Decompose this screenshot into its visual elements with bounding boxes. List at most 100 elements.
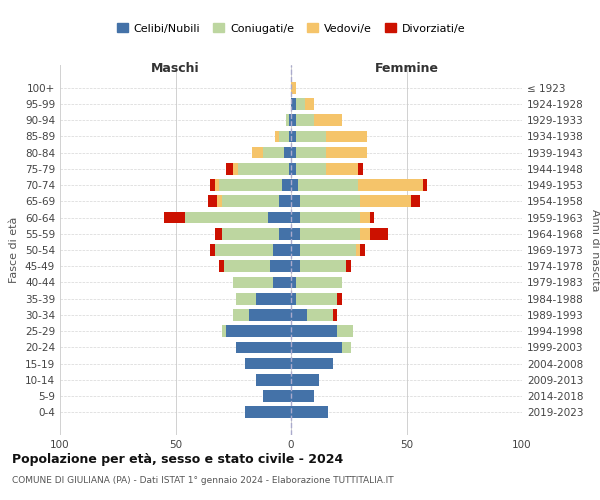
Bar [337,293,342,304]
Bar [282,179,291,191]
Bar [314,114,342,126]
Bar [222,196,280,207]
Bar [300,260,346,272]
Bar [275,130,280,142]
Bar [263,147,284,158]
Text: COMUNE DI GIULIANA (PA) - Dati ISTAT 1° gennaio 2024 - Elaborazione TUTTITALIA.I: COMUNE DI GIULIANA (PA) - Dati ISTAT 1° … [12,476,394,485]
Bar [300,244,356,256]
Bar [300,212,360,224]
Bar [305,98,314,110]
Bar [291,326,337,337]
Bar [291,358,332,370]
Bar [280,130,289,142]
Bar [326,130,367,142]
Bar [291,244,300,256]
Bar [220,179,282,191]
Bar [270,260,291,272]
Bar [296,98,305,110]
Bar [298,179,358,191]
Bar [256,293,291,304]
Bar [236,342,291,353]
Bar [245,406,291,418]
Bar [210,244,215,256]
Bar [422,179,427,191]
Bar [291,228,300,239]
Bar [280,196,291,207]
Bar [291,114,296,126]
Bar [233,276,272,288]
Bar [289,130,291,142]
Y-axis label: Anni di nascita: Anni di nascita [590,209,600,291]
Legend: Celibi/Nubili, Coniugati/e, Vedovi/e, Divorziati/e: Celibi/Nubili, Coniugati/e, Vedovi/e, Di… [112,19,470,38]
Bar [291,406,328,418]
Bar [284,147,291,158]
Bar [210,179,215,191]
Bar [300,228,360,239]
Text: Popolazione per età, sesso e stato civile - 2024: Popolazione per età, sesso e stato civil… [12,452,343,466]
Bar [272,244,291,256]
Bar [215,244,272,256]
Bar [222,326,226,337]
Bar [224,260,270,272]
Bar [360,212,370,224]
Bar [222,228,280,239]
Bar [411,196,421,207]
Bar [342,342,351,353]
Bar [307,309,332,321]
Bar [296,114,314,126]
Bar [217,196,222,207]
Bar [300,196,360,207]
Bar [164,212,185,224]
Bar [286,114,289,126]
Bar [291,342,342,353]
Bar [291,390,314,402]
Bar [370,228,388,239]
Bar [337,326,353,337]
Bar [245,358,291,370]
Bar [226,326,291,337]
Bar [358,163,362,174]
Bar [291,82,296,94]
Bar [185,212,268,224]
Bar [233,309,250,321]
Bar [263,390,291,402]
Bar [226,163,233,174]
Bar [291,98,296,110]
Bar [291,293,296,304]
Bar [358,179,422,191]
Bar [326,163,358,174]
Bar [296,293,337,304]
Bar [370,212,374,224]
Bar [252,147,263,158]
Bar [356,244,360,256]
Bar [296,130,326,142]
Bar [280,228,291,239]
Bar [291,309,307,321]
Bar [268,212,291,224]
Bar [289,114,291,126]
Bar [291,196,300,207]
Bar [256,374,291,386]
Bar [238,163,289,174]
Bar [289,163,291,174]
Bar [291,374,319,386]
Bar [291,163,296,174]
Bar [220,260,224,272]
Text: Maschi: Maschi [151,62,200,74]
Text: Femmine: Femmine [374,62,439,74]
Bar [296,276,342,288]
Bar [360,196,411,207]
Bar [291,260,300,272]
Bar [250,309,291,321]
Bar [332,309,337,321]
Bar [360,244,365,256]
Bar [272,276,291,288]
Bar [296,147,326,158]
Bar [360,228,370,239]
Bar [215,228,222,239]
Bar [215,179,220,191]
Bar [291,130,296,142]
Bar [291,276,296,288]
Bar [346,260,351,272]
Bar [208,196,217,207]
